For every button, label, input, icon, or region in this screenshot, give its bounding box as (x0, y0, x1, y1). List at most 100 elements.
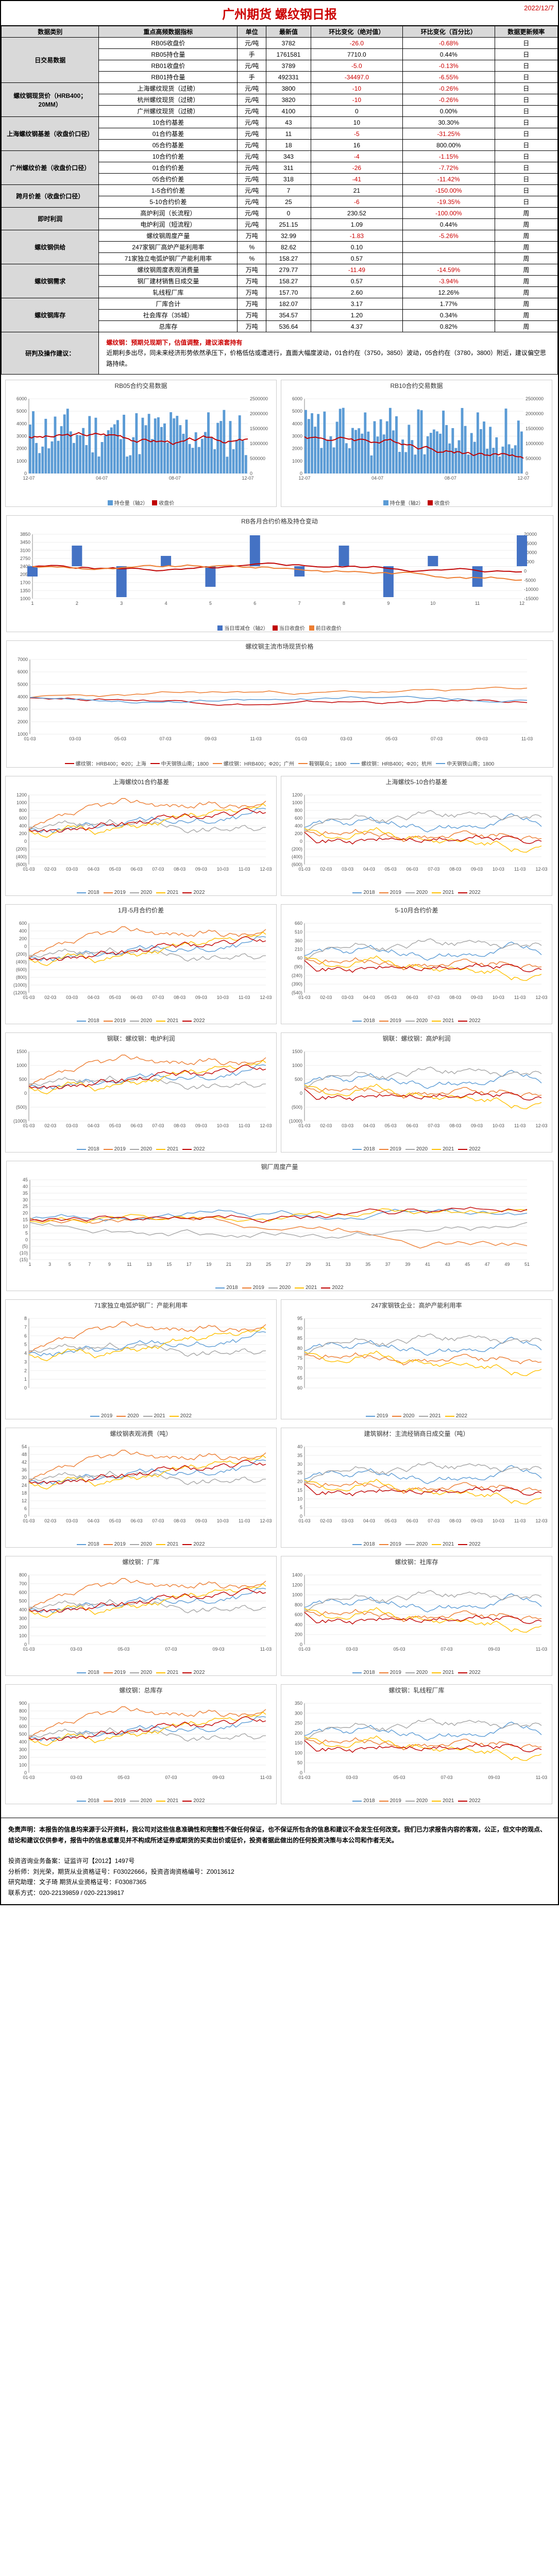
svg-text:300: 300 (295, 1710, 302, 1716)
svg-text:1000: 1000 (292, 1592, 302, 1598)
chart-title: 上海螺纹5-10合约基差 (281, 777, 552, 786)
chart-title: RB10合约交易数据 (281, 381, 552, 390)
chart: RB各月合约价格及持仓变动100013501700205024002750310… (6, 515, 553, 632)
data-cell: 元/吨 (238, 174, 266, 185)
data-cell: -0.26% (403, 83, 495, 94)
svg-text:2500000: 2500000 (250, 396, 268, 401)
data-cell: 311 (266, 162, 311, 174)
svg-text:15: 15 (166, 1262, 172, 1267)
chart-legend: 2019202020212022 (281, 1413, 552, 1419)
svg-text:600: 600 (295, 816, 302, 821)
svg-text:48: 48 (22, 1452, 27, 1457)
data-cell: 元/吨 (238, 94, 266, 106)
data-cell: 万吨 (238, 264, 266, 276)
svg-text:500: 500 (19, 1732, 27, 1737)
svg-text:04-03: 04-03 (363, 867, 375, 872)
svg-text:11-03: 11-03 (514, 867, 526, 872)
data-cell: 0 (311, 106, 402, 117)
chart-title: 钢联：螺纹钢：电炉利润 (6, 1034, 276, 1043)
svg-text:25: 25 (22, 1204, 27, 1209)
svg-text:-15000: -15000 (524, 596, 538, 601)
svg-text:05-03: 05-03 (385, 1518, 397, 1523)
data-cell: 厂库合计 (99, 298, 238, 310)
svg-text:06-03: 06-03 (406, 1123, 418, 1128)
col-header: 环比变化（绝对值） (311, 26, 402, 38)
chart: 螺纹钢主流市场现货价格10002000300040005000600070000… (6, 640, 553, 768)
svg-text:3000: 3000 (17, 707, 27, 712)
data-cell: 1.77% (403, 298, 495, 310)
table-row: 螺纹钢需求螺纹钢周度表观消费量万吨279.77-11.49-14.59%周 (2, 264, 558, 276)
data-cell: 1-5合约价差 (99, 185, 238, 196)
svg-text:1000: 1000 (20, 596, 30, 601)
svg-text:45: 45 (22, 1177, 27, 1182)
svg-text:11-03: 11-03 (239, 1123, 250, 1128)
svg-text:200: 200 (295, 1731, 302, 1736)
svg-text:2500000: 2500000 (526, 396, 544, 401)
chart-title: 钢联：螺纹钢：高炉利润 (281, 1034, 552, 1043)
data-cell: 10 (311, 117, 402, 128)
svg-text:04-07: 04-07 (96, 476, 108, 481)
data-cell: 日 (495, 72, 557, 83)
data-cell: 周 (495, 230, 557, 242)
data-cell: -4 (311, 151, 402, 162)
chart: 钢联：螺纹钢：高炉利润(1000)(500)05001000150001-030… (281, 1032, 552, 1153)
svg-text:07-03: 07-03 (152, 1518, 164, 1523)
svg-text:600: 600 (19, 921, 27, 926)
category-cell: 跨月价差（收盘价口径） (2, 185, 99, 208)
svg-text:08-07: 08-07 (169, 476, 181, 481)
data-cell: 日 (495, 38, 557, 49)
category-cell: 日交易数据 (2, 38, 99, 83)
chart: 钢厂周度产量(15)(10)(5)05101520253035404513579… (6, 1161, 553, 1291)
svg-text:1500: 1500 (292, 1049, 302, 1054)
svg-text:03-03: 03-03 (66, 1518, 78, 1523)
svg-text:10-03: 10-03 (493, 1123, 504, 1128)
svg-text:(600): (600) (16, 967, 27, 972)
svg-text:100: 100 (19, 1633, 27, 1638)
svg-text:37: 37 (385, 1262, 390, 1267)
data-cell: -11.49 (311, 264, 402, 276)
chart: RB05合约交易数据010002000300040005000600005000… (5, 380, 277, 507)
svg-text:01-03: 01-03 (298, 1518, 310, 1523)
data-cell: 0.57 (311, 253, 402, 264)
data-cell: 32.99 (266, 230, 311, 242)
svg-text:1000: 1000 (292, 1063, 302, 1068)
svg-text:04-03: 04-03 (88, 867, 99, 872)
data-cell: 4100 (266, 106, 311, 117)
svg-text:200: 200 (19, 1624, 27, 1630)
data-cell: 周 (495, 321, 557, 332)
svg-text:10-03: 10-03 (493, 995, 504, 1000)
svg-text:6: 6 (24, 1333, 27, 1338)
svg-text:07-03: 07-03 (441, 1775, 452, 1780)
data-cell: -6 (311, 196, 402, 208)
svg-text:08-03: 08-03 (174, 1518, 185, 1523)
svg-text:42: 42 (22, 1460, 27, 1465)
data-cell: 周 (495, 219, 557, 230)
data-cell: RB01持仓量 (99, 72, 238, 83)
chart-legend: 20182019202020212022 (6, 1146, 276, 1152)
data-cell: 日 (495, 174, 557, 185)
svg-text:1200: 1200 (16, 792, 27, 798)
svg-text:(400): (400) (292, 854, 302, 859)
data-cell: 82.62 (266, 242, 311, 253)
svg-text:09-03: 09-03 (488, 1647, 500, 1652)
disclaimer: 免责声明：本报告的信息均来源于公开资料，我公司对这些信息准确性和完整性不做任何保… (8, 1826, 546, 1843)
svg-text:05-03: 05-03 (393, 1775, 405, 1780)
chart: 螺纹钢：社库存020040060080010001200140001-0303-… (281, 1556, 552, 1676)
svg-text:11: 11 (475, 601, 479, 606)
svg-text:29: 29 (306, 1262, 311, 1267)
data-cell: RB01收盘价 (99, 60, 238, 72)
svg-text:3450: 3450 (20, 540, 30, 545)
data-cell: 元/吨 (238, 196, 266, 208)
data-cell: 螺纹钢周度产量 (99, 230, 238, 242)
svg-text:(390): (390) (292, 981, 302, 987)
svg-text:500: 500 (19, 1077, 27, 1082)
data-cell: 万吨 (238, 321, 266, 332)
svg-text:12-07: 12-07 (242, 476, 253, 481)
svg-text:10-03: 10-03 (217, 995, 229, 1000)
data-cell: 日 (495, 117, 557, 128)
svg-text:03-03: 03-03 (346, 1647, 358, 1652)
report-date: 2022/12/7 (524, 4, 554, 12)
svg-text:11-03: 11-03 (250, 736, 261, 741)
chart: 247家钢铁企业：高炉产能利用率606570758085909520192020… (281, 1299, 552, 1419)
col-header: 环比变化（百分比） (403, 26, 495, 38)
